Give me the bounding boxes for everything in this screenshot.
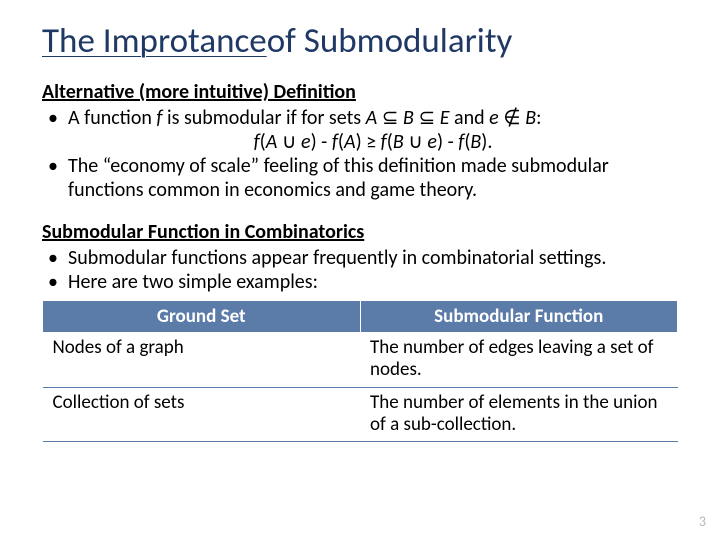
cup: ∪ <box>404 130 428 154</box>
cell-submodular-fn: The number of edges leaving a set of nod… <box>360 333 678 388</box>
cell-ground-set: Collection of sets <box>43 387 361 442</box>
var-B: B <box>470 130 481 154</box>
table-row: Collection of sets The number of element… <box>43 387 678 442</box>
var-B: B <box>403 106 414 130</box>
cell-submodular-fn: The number of elements in the union of a… <box>360 387 678 442</box>
section2-bullet1: Submodular functions appear frequently i… <box>42 246 678 270</box>
var-e: e <box>489 106 499 130</box>
formula: f(A ∪ e) - f(A) ≥ f(B ∪ e) - f(B). <box>68 130 678 154</box>
subset: ⊆ <box>414 106 440 130</box>
text: ) ≥ <box>356 130 381 154</box>
text: A function <box>68 106 156 130</box>
text: ) - <box>311 130 332 154</box>
section1-heading: Alternative (more intuitive) Definition <box>42 80 678 104</box>
section2-heading: Submodular Function in Combinatorics <box>42 220 678 244</box>
var-e: e <box>427 130 437 154</box>
notin: ∉ <box>499 106 525 130</box>
text: ) - <box>437 130 458 154</box>
var-E: E <box>440 106 450 130</box>
page-number: 3 <box>699 513 706 530</box>
examples-table: Ground Set Submodular Function Nodes of … <box>42 300 678 442</box>
section1-bullet1: A function f is submodular if for sets A… <box>42 106 678 154</box>
title-rest: of Submodularity <box>267 20 513 62</box>
col-submodular-fn: Submodular Function <box>360 301 678 333</box>
section1-bullet2: The “economy of scale” feeling of this d… <box>42 154 678 202</box>
slide-title: The Improtance of Submodularity <box>42 20 678 62</box>
var-A: A <box>266 130 278 154</box>
cup: ∪ <box>277 130 301 154</box>
section2-bullets: Submodular functions appear frequently i… <box>42 246 678 294</box>
col-ground-set: Ground Set <box>43 301 361 333</box>
section1-bullets: A function f is submodular if for sets A… <box>42 106 678 202</box>
section-alternative-definition: Alternative (more intuitive) Definition … <box>42 80 678 202</box>
text: ). <box>481 130 492 154</box>
var-A: A <box>344 130 356 154</box>
text: is submodular if for sets <box>163 106 366 130</box>
var-A: A <box>366 106 378 130</box>
table-row: Nodes of a graph The number of edges lea… <box>43 333 678 388</box>
var-e: e <box>301 130 311 154</box>
cell-ground-set: Nodes of a graph <box>43 333 361 388</box>
title-underlined: The Improtance <box>42 20 267 62</box>
text: : <box>536 106 541 130</box>
subset: ⊆ <box>377 106 403 130</box>
var-B: B <box>393 130 404 154</box>
section-combinatorics: Submodular Function in Combinatorics Sub… <box>42 220 678 442</box>
table-header-row: Ground Set Submodular Function <box>43 301 678 333</box>
section2-bullet2: Here are two simple examples: <box>42 270 678 294</box>
text: and <box>450 106 490 130</box>
var-B: B <box>525 106 536 130</box>
